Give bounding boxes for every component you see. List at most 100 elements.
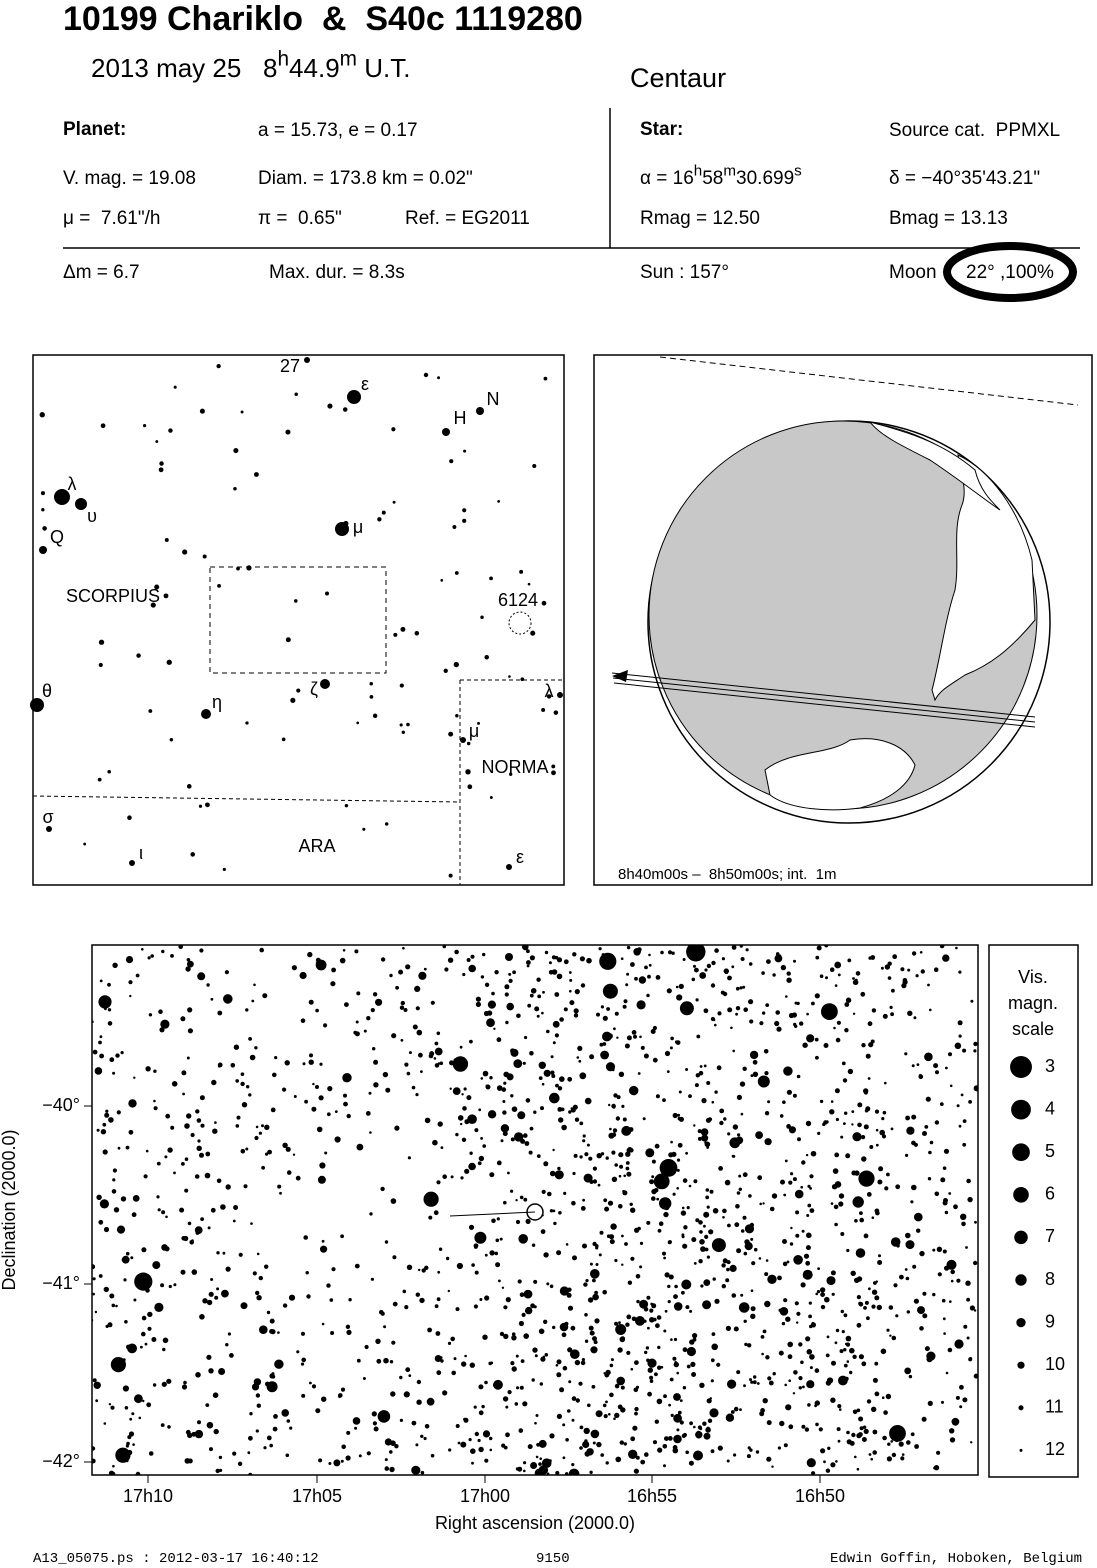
star — [630, 1367, 634, 1371]
star — [743, 1007, 748, 1012]
star — [639, 1299, 649, 1309]
star — [559, 1387, 565, 1393]
star — [173, 385, 177, 389]
star — [196, 1118, 202, 1123]
star — [614, 1011, 619, 1016]
star — [823, 1460, 826, 1464]
star — [679, 1420, 684, 1425]
star — [951, 1417, 960, 1426]
star — [834, 1222, 838, 1227]
star — [788, 1424, 794, 1430]
star — [148, 1013, 153, 1017]
star — [411, 1465, 421, 1475]
star — [843, 1122, 846, 1125]
star — [782, 1239, 787, 1244]
star — [654, 1372, 658, 1377]
star — [269, 1373, 275, 1379]
star — [966, 1178, 971, 1184]
star — [263, 1446, 267, 1450]
star — [654, 1419, 659, 1424]
star — [132, 1443, 135, 1446]
star — [673, 1302, 683, 1311]
star — [667, 1300, 671, 1304]
star — [308, 999, 314, 1005]
star — [963, 1324, 968, 1329]
star — [518, 1234, 528, 1244]
star — [300, 1362, 305, 1366]
star — [801, 1162, 805, 1165]
star — [705, 1195, 710, 1200]
star — [570, 1349, 580, 1359]
star — [435, 1331, 441, 1336]
star — [539, 1382, 543, 1386]
star — [605, 1400, 608, 1404]
star — [738, 1174, 742, 1178]
star — [630, 1207, 636, 1213]
star — [154, 584, 160, 590]
star — [454, 571, 459, 575]
star — [714, 1090, 718, 1094]
star — [858, 1432, 863, 1437]
star — [161, 1210, 166, 1215]
star — [508, 978, 513, 984]
star — [468, 1438, 472, 1442]
star — [515, 1219, 521, 1225]
star — [919, 951, 923, 954]
star — [493, 1027, 496, 1031]
star — [594, 1290, 598, 1295]
star — [338, 1393, 343, 1398]
star-label: υ — [87, 506, 97, 526]
star — [406, 722, 410, 727]
star — [498, 1279, 501, 1283]
star — [943, 1148, 950, 1154]
star — [763, 1049, 769, 1054]
star — [191, 1269, 198, 1275]
star — [491, 1218, 496, 1224]
star — [240, 1302, 248, 1310]
star — [859, 1217, 864, 1223]
star — [427, 1327, 432, 1333]
star — [83, 842, 87, 846]
star — [874, 1361, 879, 1366]
star — [806, 1214, 810, 1217]
star — [527, 582, 531, 586]
star — [651, 1188, 657, 1195]
star — [478, 1446, 484, 1453]
star — [949, 1428, 955, 1434]
star — [791, 1012, 798, 1018]
star — [59, 489, 65, 495]
star — [194, 1429, 204, 1439]
star — [482, 1430, 491, 1438]
star — [820, 1304, 826, 1310]
star — [852, 1409, 858, 1415]
legend-dot — [1013, 1187, 1029, 1203]
star — [863, 1233, 869, 1239]
star — [814, 1368, 820, 1373]
star — [626, 945, 631, 950]
star — [816, 945, 822, 951]
star — [423, 1436, 427, 1441]
star — [487, 1110, 497, 1119]
star — [454, 949, 459, 955]
star — [164, 537, 169, 542]
star — [868, 956, 872, 960]
star — [500, 1139, 504, 1143]
star — [863, 1090, 868, 1095]
star — [440, 1146, 444, 1149]
star — [941, 1298, 946, 1303]
star — [573, 1008, 579, 1014]
star — [911, 1114, 917, 1120]
star — [347, 390, 361, 404]
field-box — [209, 566, 387, 674]
star — [912, 1264, 917, 1269]
field: 22° ,100% — [966, 262, 1054, 283]
star — [311, 1384, 317, 1389]
star — [625, 983, 629, 987]
star — [900, 1456, 905, 1461]
star — [128, 980, 133, 985]
star — [703, 1211, 710, 1218]
star — [190, 852, 196, 857]
star — [761, 971, 765, 975]
star — [521, 1312, 526, 1317]
star — [681, 1433, 686, 1438]
